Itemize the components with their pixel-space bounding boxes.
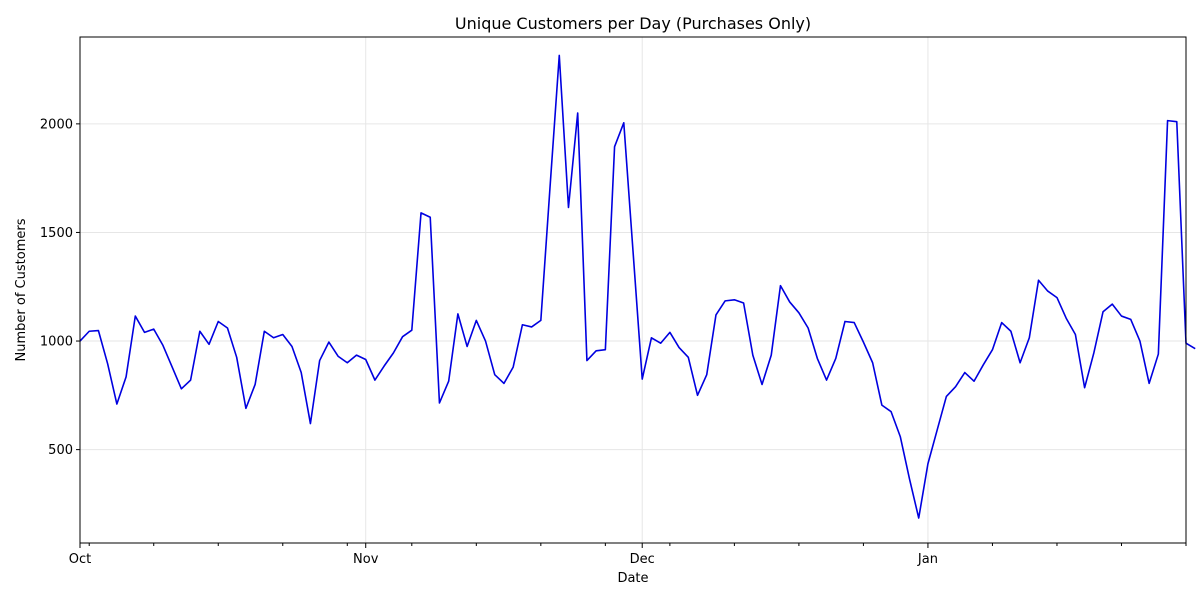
x-tick-label: Nov [353, 552, 379, 567]
y-tick-label: 1500 [40, 226, 73, 241]
x-tick-label: Dec [630, 552, 655, 567]
x-tick-label: Jan [917, 552, 938, 567]
y-tick-label: 2000 [40, 117, 73, 132]
y-tick-label: 1000 [40, 335, 73, 350]
y-axis-label: Number of Customers [14, 218, 29, 361]
chart-title: Unique Customers per Day (Purchases Only… [455, 14, 811, 33]
series-line [79, 54, 1196, 519]
y-tick-label: 500 [48, 443, 73, 458]
x-axis-ticks: Oct Nov Dec Jan [69, 543, 1187, 567]
x-axis-label: Date [617, 571, 648, 586]
x-tick-label: Oct [69, 552, 91, 567]
plot-frame [79, 36, 1187, 544]
y-axis-ticks: 500 1000 1500 2000 [40, 117, 80, 458]
series-layer [79, 54, 1196, 519]
